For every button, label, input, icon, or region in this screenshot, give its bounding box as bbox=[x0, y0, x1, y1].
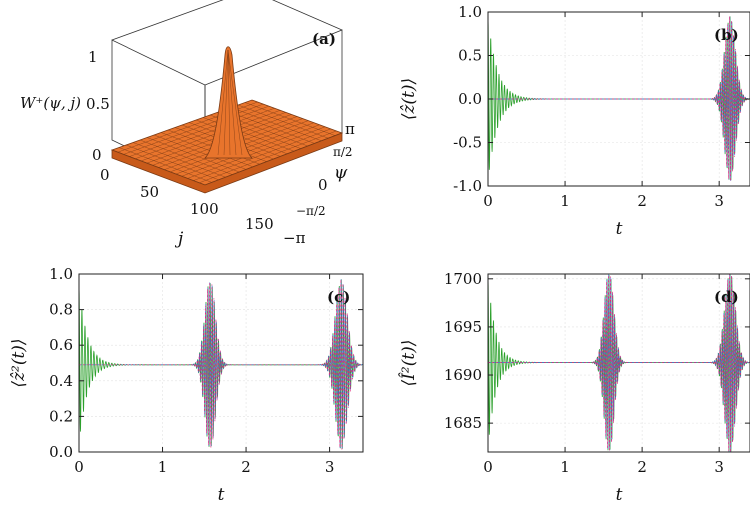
x-tick-label: 2 bbox=[637, 192, 647, 210]
y-tick-label: -1.0 bbox=[453, 177, 482, 195]
x-axis-label: t bbox=[218, 485, 225, 505]
y-tick-label: 1700 bbox=[444, 270, 482, 288]
panel-b-chart: 0 1 2 3 -1.0 -0.5 0.0 0.5 1.0 t ⟨ẑ(t)⟩ (b) bbox=[399, 3, 750, 239]
mesh-line bbox=[237, 104, 329, 139]
y-tick-label: 0.6 bbox=[49, 336, 73, 354]
j-tick-100: 100 bbox=[190, 200, 219, 218]
y-tick-label: 1685 bbox=[444, 414, 482, 432]
y-axis-label: ⟨Î²(t)⟩ bbox=[398, 340, 419, 387]
surface-peak bbox=[203, 46, 254, 159]
mesh-line bbox=[125, 144, 219, 180]
series-line-2 bbox=[79, 279, 363, 450]
series-line-1 bbox=[487, 16, 750, 181]
z-tick-0.5: 0.5 bbox=[86, 95, 110, 113]
peak-mesh-line bbox=[223, 49, 229, 156]
x-tick-label: 3 bbox=[325, 458, 335, 476]
z-tick-1: 1 bbox=[88, 48, 98, 66]
series-line-3 bbox=[488, 273, 750, 453]
x-axis-label: t bbox=[616, 485, 623, 505]
y-tick-label: 1690 bbox=[444, 366, 482, 384]
j-tick-150: 150 bbox=[245, 215, 274, 233]
psi-axis-label: ψ bbox=[334, 163, 348, 183]
x-tick-label: 1 bbox=[560, 192, 570, 210]
psi-tick-pi-half: π/2 bbox=[333, 145, 353, 159]
y-tick-label: 1.0 bbox=[49, 265, 73, 283]
peak-mesh-line bbox=[227, 49, 237, 156]
y-axis-label: ⟨ẑ²(t)⟩ bbox=[9, 338, 29, 387]
x-tick-label: 0 bbox=[483, 192, 493, 210]
y-tick-label: 1.0 bbox=[458, 3, 482, 21]
panel-label: (d) bbox=[714, 288, 739, 306]
panel-d-chart: 0 1 2 3 1685 1690 1695 1700 t ⟨Î²(t)⟩ (d) bbox=[398, 270, 750, 505]
y-tick-label: 0.0 bbox=[458, 90, 482, 108]
psi-tick-minus-pi: −π bbox=[283, 229, 306, 247]
mesh-line bbox=[139, 139, 233, 175]
z-tick-0: 0 bbox=[92, 146, 102, 164]
top-edge-2 bbox=[271, 0, 343, 31]
y-tick-label: 0.0 bbox=[49, 443, 73, 461]
j-axis-label: j bbox=[174, 229, 184, 249]
mesh-line bbox=[146, 137, 240, 173]
x-axis-label: t bbox=[616, 219, 623, 239]
panel-c-chart: 0 1 2 3 0.0 0.2 0.4 0.6 0.8 1.0 t ⟨ẑ²(t)⟩ (c) bbox=[9, 265, 364, 505]
panel-a-label: (a) bbox=[312, 30, 336, 48]
mesh-line bbox=[153, 134, 247, 170]
series-line-2 bbox=[488, 16, 750, 181]
y-tick-label: 0.8 bbox=[49, 301, 73, 319]
psi-tick-pi: π bbox=[345, 120, 355, 138]
x-tick-label: 0 bbox=[483, 458, 493, 476]
y-tick-label: 1695 bbox=[444, 318, 482, 336]
x-tick-label: 2 bbox=[637, 458, 647, 476]
panel-a-3d-surface: 1 0.5 0 W⁺(ψ, j) 0 50 100 150 j π π/2 0 … bbox=[20, 0, 355, 249]
mesh-line bbox=[230, 107, 322, 141]
y-tick-label: 0.5 bbox=[458, 47, 482, 65]
mesh-line bbox=[118, 147, 212, 183]
plot-frame bbox=[78, 273, 364, 453]
peak-mesh-line bbox=[227, 49, 231, 156]
x-tick-label: 0 bbox=[74, 458, 84, 476]
x-tick-label: 3 bbox=[714, 192, 724, 210]
j-tick-0: 0 bbox=[100, 166, 110, 184]
z-axis-label: W⁺(ψ, j) bbox=[20, 94, 81, 112]
mesh-line bbox=[132, 142, 226, 178]
top-edge bbox=[111, 0, 224, 41]
x-tick-label: 3 bbox=[714, 458, 724, 476]
peak-mesh-line bbox=[217, 49, 229, 156]
x-tick-label: 2 bbox=[241, 458, 251, 476]
j-tick-50: 50 bbox=[140, 183, 159, 201]
y-tick-label: -0.5 bbox=[453, 134, 482, 152]
panel-label: (b) bbox=[714, 26, 739, 44]
mesh-line bbox=[160, 132, 254, 167]
peak-mesh bbox=[217, 49, 243, 156]
x-tick-label: 1 bbox=[560, 458, 570, 476]
y-axis-label: ⟨ẑ(t)⟩ bbox=[399, 78, 419, 120]
psi-tick-minus-pi-half: −π/2 bbox=[296, 204, 326, 218]
surface-front-edge bbox=[111, 132, 343, 194]
psi-tick-0: 0 bbox=[318, 176, 328, 194]
plot-frame bbox=[487, 273, 750, 453]
y-tick-label: 0.2 bbox=[49, 407, 73, 425]
series-line-2 bbox=[488, 273, 750, 453]
y-tick-label: 0.4 bbox=[49, 372, 73, 390]
panel-label: (c) bbox=[327, 288, 350, 306]
peak-mesh-line bbox=[227, 49, 243, 156]
mesh-line bbox=[244, 102, 336, 136]
x-tick-label: 1 bbox=[158, 458, 168, 476]
